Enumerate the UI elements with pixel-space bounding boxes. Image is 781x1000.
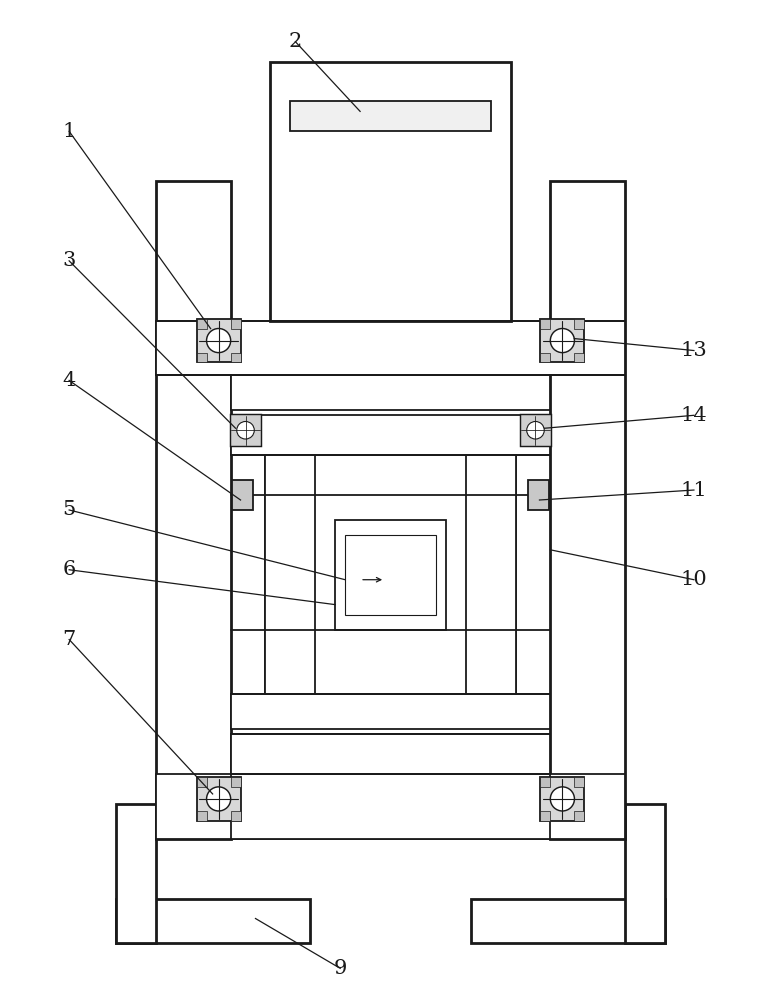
Text: 9: 9 — [333, 959, 347, 978]
Bar — [116, 804, 156, 943]
Bar — [197, 353, 206, 362]
Bar — [197, 777, 206, 787]
Bar — [197, 811, 206, 821]
Bar — [116, 899, 310, 943]
Text: 13: 13 — [680, 341, 708, 360]
Bar — [156, 181, 230, 839]
Bar — [519, 414, 551, 446]
Circle shape — [206, 329, 230, 353]
Text: 11: 11 — [680, 481, 708, 500]
Circle shape — [526, 421, 544, 439]
Bar — [527, 480, 549, 510]
Text: 7: 7 — [62, 630, 76, 649]
Bar — [266, 455, 515, 694]
Bar — [540, 319, 584, 362]
Bar — [156, 774, 625, 839]
Circle shape — [551, 787, 575, 811]
Bar — [232, 480, 254, 510]
Bar — [230, 811, 241, 821]
Bar — [197, 319, 206, 329]
Circle shape — [206, 787, 230, 811]
Bar — [156, 321, 625, 375]
Bar — [230, 734, 551, 774]
Text: 4: 4 — [62, 371, 76, 390]
Bar — [551, 181, 625, 839]
Text: 14: 14 — [680, 406, 708, 425]
Circle shape — [551, 329, 575, 353]
Text: 2: 2 — [289, 32, 302, 51]
Bar — [266, 455, 316, 694]
Bar — [540, 319, 551, 329]
Bar — [230, 414, 262, 446]
Bar — [230, 694, 551, 729]
Text: 1: 1 — [62, 122, 76, 141]
Bar — [345, 535, 436, 615]
Bar — [230, 777, 241, 787]
Bar — [291, 101, 490, 131]
Bar — [335, 520, 446, 630]
Bar — [575, 777, 584, 787]
Bar — [230, 774, 551, 839]
Bar — [540, 777, 551, 787]
Bar — [575, 353, 584, 362]
Bar — [197, 319, 241, 362]
Text: 3: 3 — [62, 251, 76, 270]
Bar — [230, 319, 241, 329]
Bar — [230, 415, 551, 455]
Bar — [471, 899, 665, 943]
Bar — [540, 811, 551, 821]
Text: 5: 5 — [62, 500, 76, 519]
Text: 6: 6 — [62, 560, 76, 579]
Text: 10: 10 — [680, 570, 708, 589]
Bar — [575, 319, 584, 329]
Bar — [625, 804, 665, 943]
Bar — [230, 353, 241, 362]
Bar — [230, 375, 551, 410]
Circle shape — [237, 421, 255, 439]
Bar — [575, 811, 584, 821]
Bar — [270, 62, 511, 321]
Bar — [540, 777, 584, 821]
Bar — [540, 353, 551, 362]
Bar — [465, 455, 515, 694]
Bar — [197, 777, 241, 821]
